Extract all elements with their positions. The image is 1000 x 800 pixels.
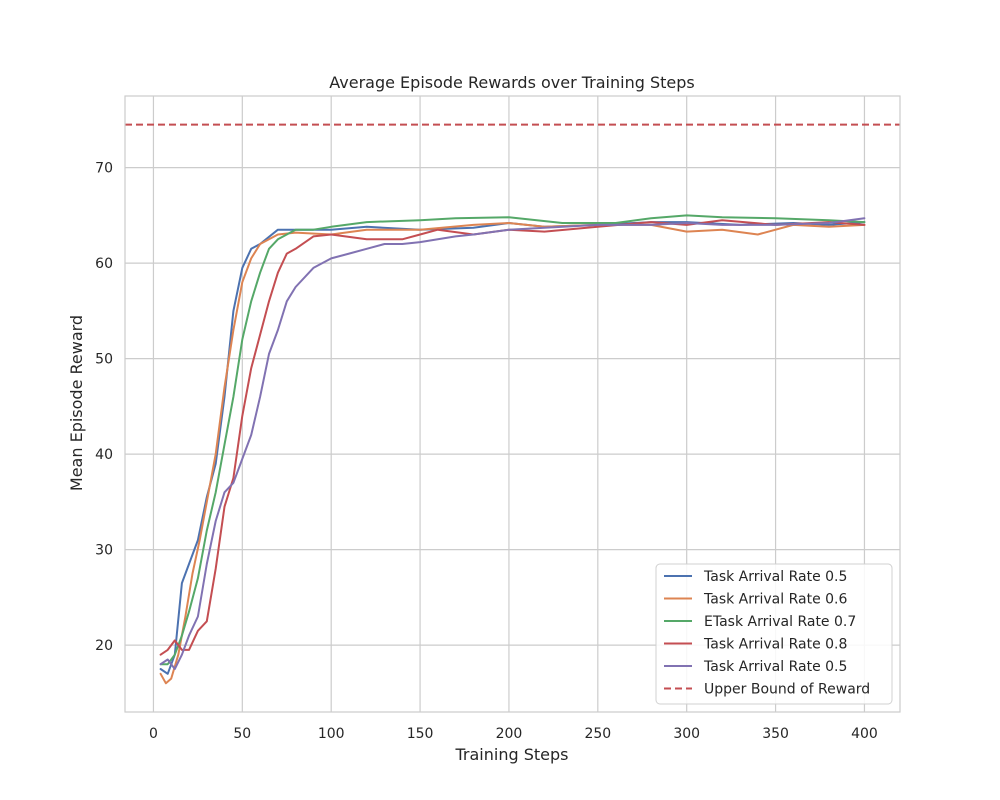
y-tick-label: 60 bbox=[95, 256, 113, 272]
y-tick-label: 20 bbox=[95, 638, 113, 654]
x-tick-label: 350 bbox=[762, 726, 789, 742]
y-axis-label: Mean Episode Reward bbox=[67, 315, 86, 491]
y-tick-label: 40 bbox=[95, 447, 113, 463]
x-axis-label: Training Steps bbox=[455, 745, 569, 764]
y-tick-label: 50 bbox=[95, 352, 113, 368]
y-tick-label: 30 bbox=[95, 543, 113, 559]
x-tick-label: 100 bbox=[318, 726, 345, 742]
legend-box bbox=[655, 563, 893, 705]
x-tick-label: 250 bbox=[584, 726, 611, 742]
y-tick-label: 70 bbox=[95, 161, 113, 177]
series-line-5 bbox=[159, 217, 866, 670]
x-tick-label: 50 bbox=[233, 726, 251, 742]
series-line-2 bbox=[159, 222, 866, 685]
legend-label: Upper Bound of Reward bbox=[704, 682, 870, 698]
legend-label: Task Arrival Rate 0.5 bbox=[703, 569, 847, 585]
series-line-3 bbox=[159, 214, 866, 666]
plot-frame bbox=[124, 95, 901, 713]
y-tick-labels: 20 30 40 50 60 70 bbox=[95, 161, 113, 655]
legend-label: Task Arrival Rate 0.8 bbox=[703, 637, 847, 653]
x-tick-label: 150 bbox=[407, 726, 434, 742]
legend: Task Arrival Rate 0.5 Task Arrival Rate 0… bbox=[655, 563, 893, 705]
series-line-1 bbox=[159, 221, 866, 675]
x-tick-labels: 0 50 100 150 200 250 300 350 400 bbox=[149, 726, 878, 742]
legend-label: Task Arrival Rate 0.5 bbox=[703, 659, 847, 675]
series-group bbox=[159, 214, 866, 685]
chart-title: Average Episode Rewards over Training St… bbox=[329, 73, 694, 92]
x-tick-label: 200 bbox=[496, 726, 523, 742]
x-tick-label: 0 bbox=[149, 726, 158, 742]
x-tick-label: 300 bbox=[673, 726, 700, 742]
series-line-4 bbox=[159, 219, 866, 656]
x-tick-label: 400 bbox=[851, 726, 878, 742]
legend-label: ETask Arrival Rate 0.7 bbox=[704, 614, 856, 630]
legend-label: Task Arrival Rate 0.6 bbox=[703, 592, 848, 608]
